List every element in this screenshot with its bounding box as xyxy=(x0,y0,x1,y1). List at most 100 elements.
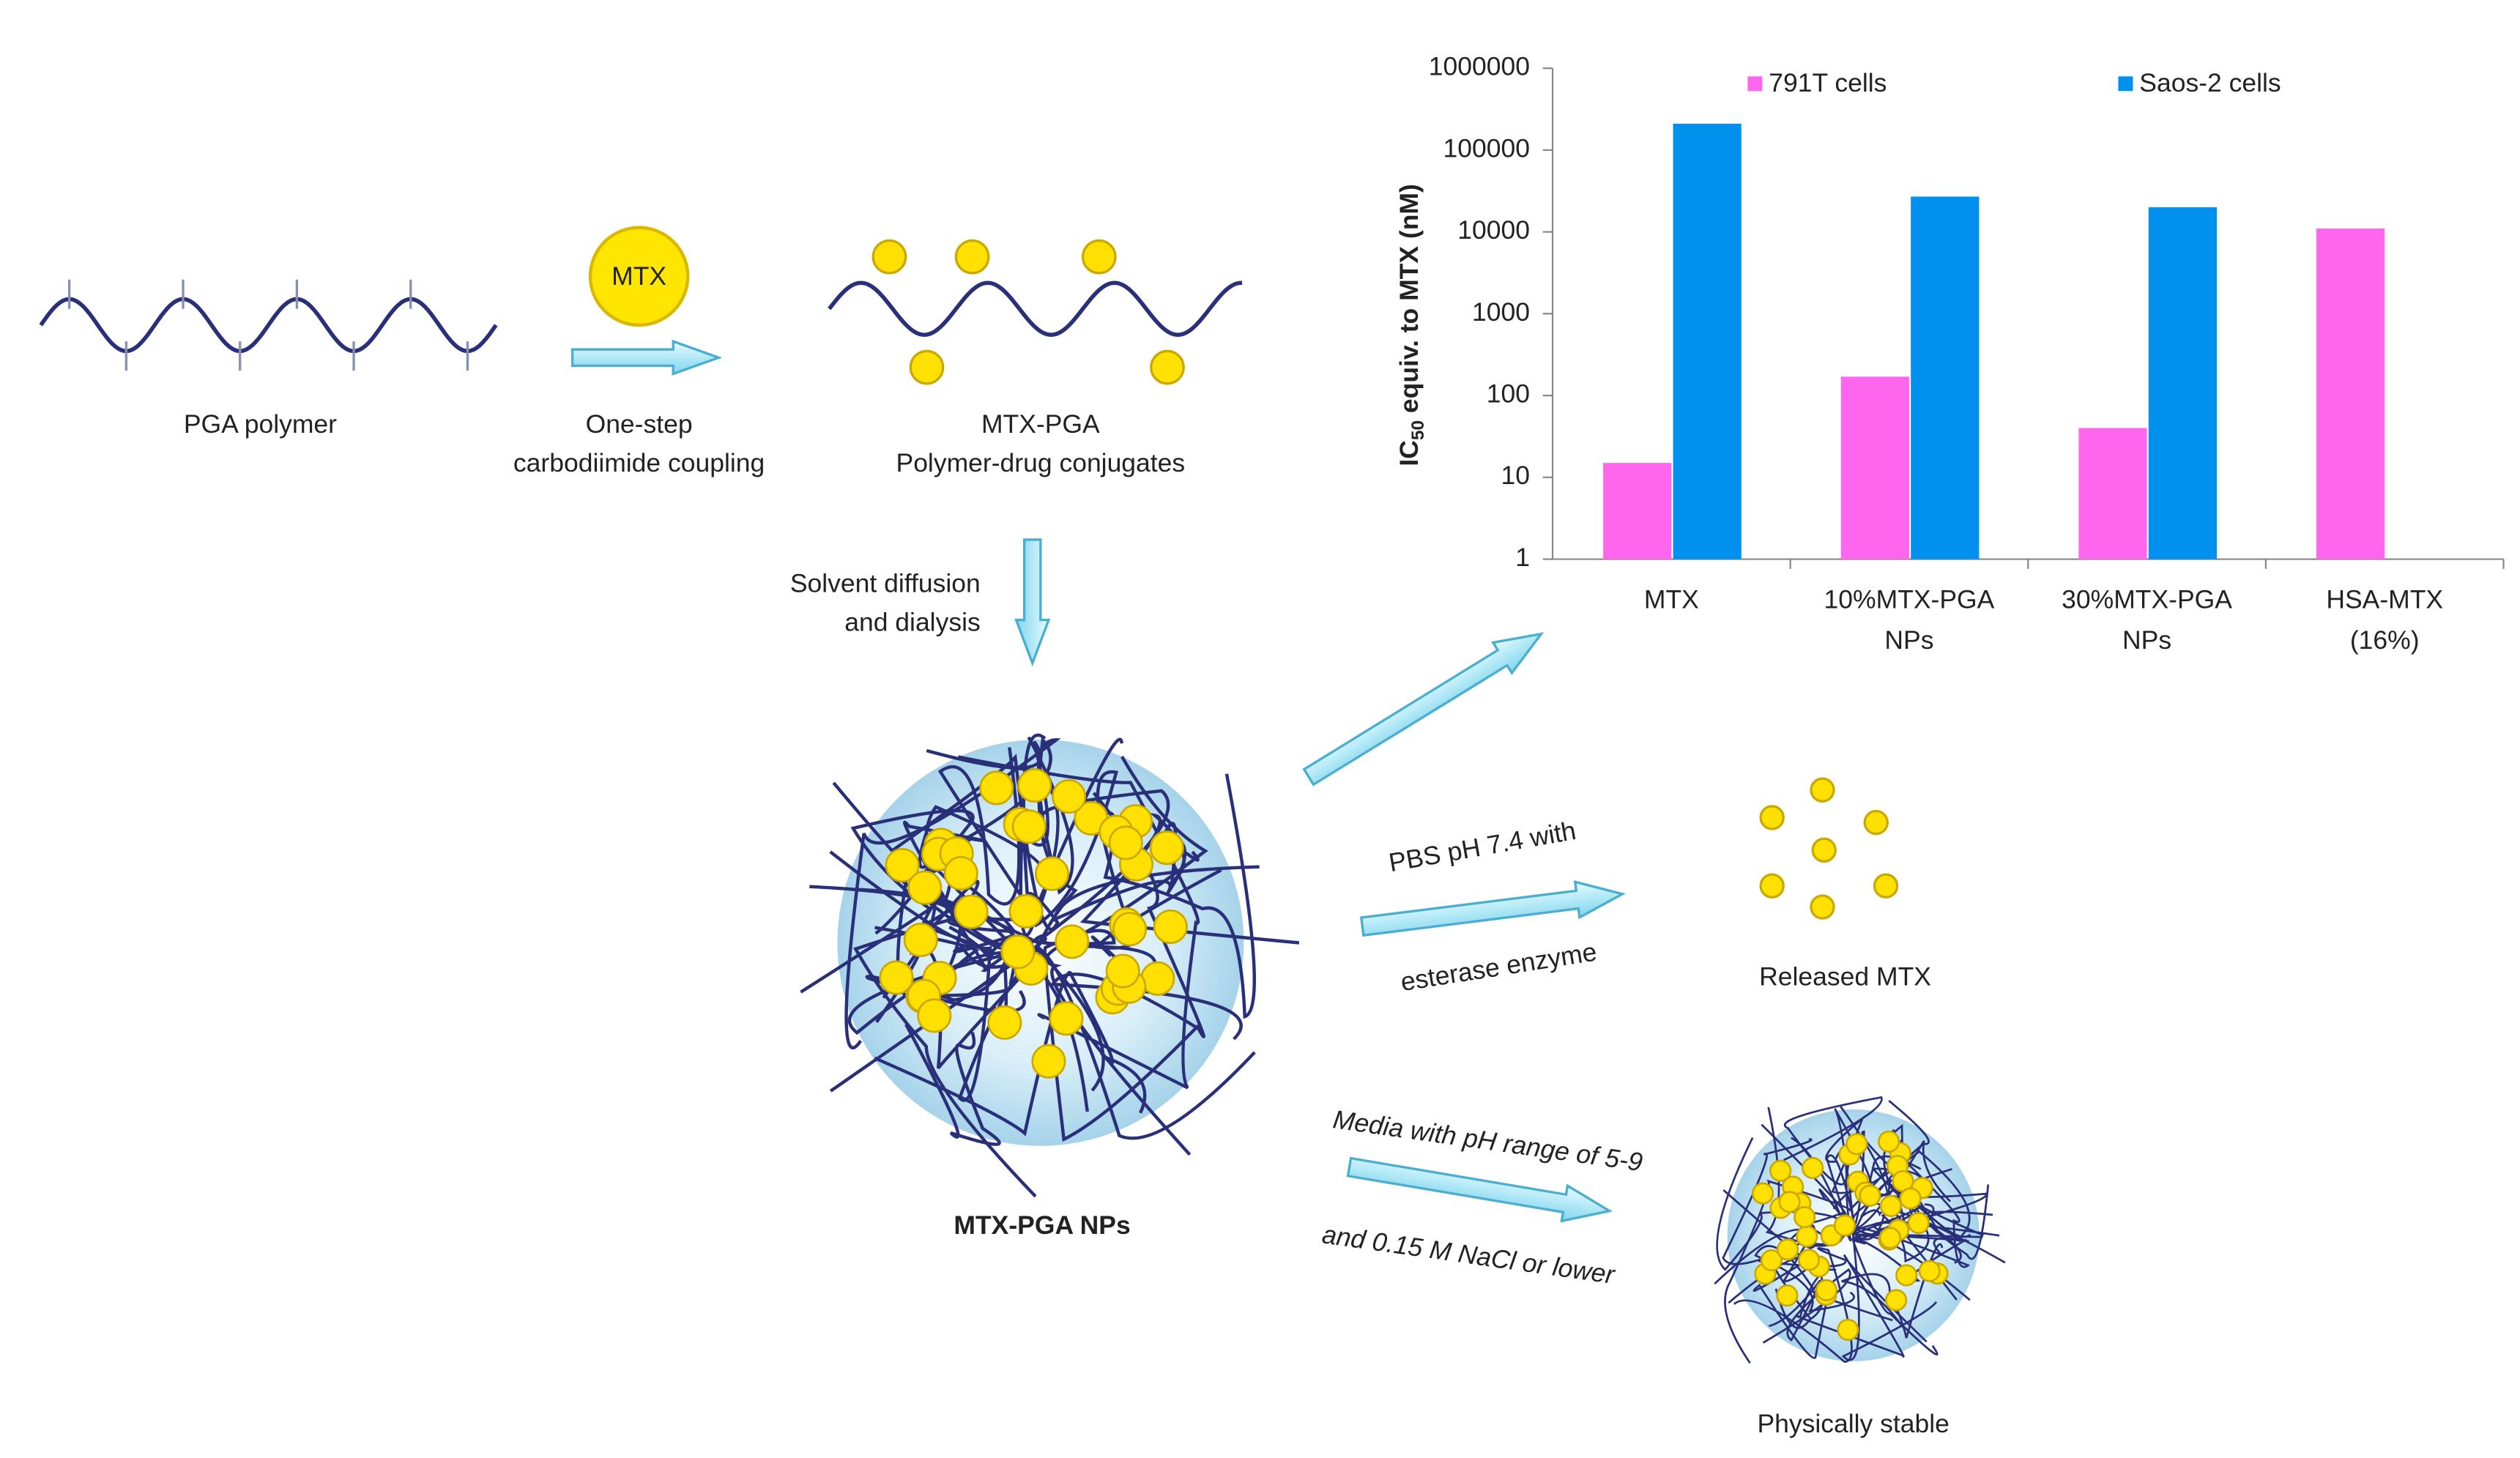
drug-bead xyxy=(1049,1001,1084,1036)
arrow xyxy=(1359,880,1626,937)
y-axis-label-sub: 50 xyxy=(1408,420,1428,440)
x-tick-label: (16%) xyxy=(2350,625,2420,655)
nanoparticle-label: MTX-PGA NPs xyxy=(954,1210,1130,1240)
drug-bead xyxy=(954,894,989,929)
polymer-strand xyxy=(1796,1254,1928,1358)
drug-bead xyxy=(1112,912,1148,947)
drug-bead xyxy=(1149,830,1184,866)
y-tick-label: 1000 xyxy=(1472,297,1530,327)
drug-bead xyxy=(1796,1225,1818,1248)
drug-label: MTX xyxy=(612,261,666,291)
drug-bead xyxy=(1846,1133,1868,1156)
drug-bead xyxy=(943,855,978,891)
x-tick-label: NPs xyxy=(2122,625,2171,655)
assembly-label: Solvent diffusion xyxy=(790,568,981,598)
drug-bead xyxy=(885,848,920,883)
drug-bead xyxy=(1776,1238,1799,1261)
y-tick-label: 100 xyxy=(1487,379,1530,408)
polymer-label: PGA polymer xyxy=(184,409,337,439)
y-tick-label: 100000 xyxy=(1443,133,1529,163)
drug-bead xyxy=(1797,1249,1821,1271)
y-tick-label: 1000000 xyxy=(1429,52,1530,81)
polymer-strand xyxy=(1728,1254,1831,1359)
y-tick-label: 10 xyxy=(1501,461,1530,490)
drug-bead xyxy=(1081,239,1117,275)
drug-bead xyxy=(1859,1184,1881,1207)
drug-bead xyxy=(1815,1279,1838,1301)
drug-bead xyxy=(903,922,938,958)
drug-bead xyxy=(1907,1212,1930,1235)
polymer-strand xyxy=(1716,1137,1851,1271)
conjugate-label: Polymer-drug conjugates xyxy=(896,448,1186,477)
bar xyxy=(2078,428,2147,559)
drug-bead xyxy=(1052,779,1087,814)
drug-bead xyxy=(1895,1264,1918,1287)
arrow xyxy=(1346,1156,1613,1223)
drug-icon xyxy=(588,226,690,327)
drug-bead xyxy=(917,998,952,1033)
bar xyxy=(1840,376,1909,559)
x-tick-label: NPs xyxy=(1884,625,1933,655)
drug-bead xyxy=(1802,1156,1824,1180)
decorations xyxy=(39,239,2006,1364)
drug-bead xyxy=(909,349,945,385)
polymer-chain xyxy=(39,297,498,354)
polymer-strand xyxy=(874,970,1147,1137)
polymer-strand xyxy=(1825,1099,1930,1194)
polymer-strand xyxy=(904,1023,1001,1146)
y-tick-label: 1 xyxy=(1515,543,1530,572)
drug-bead xyxy=(1769,1159,1792,1182)
released-drug xyxy=(1863,809,1889,836)
released-drug xyxy=(1810,777,1835,803)
y-tick-label: 10000 xyxy=(1457,215,1530,245)
drug-bead xyxy=(1760,1249,1783,1272)
conjugate-label: MTX-PGA xyxy=(981,409,1100,439)
polymer-strand xyxy=(1852,1178,1984,1241)
arrow xyxy=(1302,632,1545,786)
legend-label: 791T cells xyxy=(1769,68,1887,97)
x-tick-label: 30%MTX-PGA xyxy=(2062,585,2232,614)
x-tick-label: HSA-MTX xyxy=(2326,585,2443,614)
arrow xyxy=(570,339,723,376)
x-tick-label: MTX xyxy=(1644,585,1699,614)
y-axis-label-main: IC xyxy=(1394,440,1424,466)
drug-bead xyxy=(1918,1260,1941,1282)
stability-result: Physically stable xyxy=(1757,1409,1949,1438)
drug-bead xyxy=(1034,856,1070,891)
drug-bead xyxy=(1878,1130,1900,1153)
polymer-strand xyxy=(1714,1138,1818,1285)
drug-bead xyxy=(1140,961,1175,996)
drug-bead xyxy=(979,770,1014,806)
drug-bead xyxy=(1878,1227,1902,1249)
released-drug xyxy=(1759,873,1785,899)
released-drug xyxy=(1873,873,1899,899)
legend-swatch xyxy=(1747,76,1763,92)
drug-bead xyxy=(1055,924,1090,959)
drug-bead xyxy=(1150,349,1185,385)
legend-label: Saos-2 cells xyxy=(2139,68,2281,97)
arrow xyxy=(1014,538,1051,667)
drug-bead xyxy=(1008,893,1044,929)
coupling-label: One-step xyxy=(586,409,693,439)
polymer-strand xyxy=(1733,1247,1853,1363)
bar xyxy=(1911,196,1980,559)
drug-bead xyxy=(987,1005,1022,1040)
released-drug xyxy=(1811,837,1837,863)
released-drug xyxy=(1810,894,1835,920)
drug-bead xyxy=(1833,1214,1856,1237)
drug-bead xyxy=(954,239,990,275)
drug-bead xyxy=(1879,1194,1902,1218)
drug-bead xyxy=(1837,1318,1859,1342)
assembly-label: and dialysis xyxy=(844,608,981,637)
drug-bead xyxy=(879,960,914,995)
bar xyxy=(1603,463,1672,559)
release-condition: esterase enzyme xyxy=(1399,937,1599,997)
released-drug xyxy=(1759,805,1785,830)
drug-bead xyxy=(1153,910,1188,945)
drug-bead xyxy=(1000,934,1036,970)
drug-bead xyxy=(1776,1284,1799,1307)
drug-bead xyxy=(1778,1191,1801,1213)
polymer-strand xyxy=(1101,773,1256,1019)
drug-bead xyxy=(1011,809,1047,844)
